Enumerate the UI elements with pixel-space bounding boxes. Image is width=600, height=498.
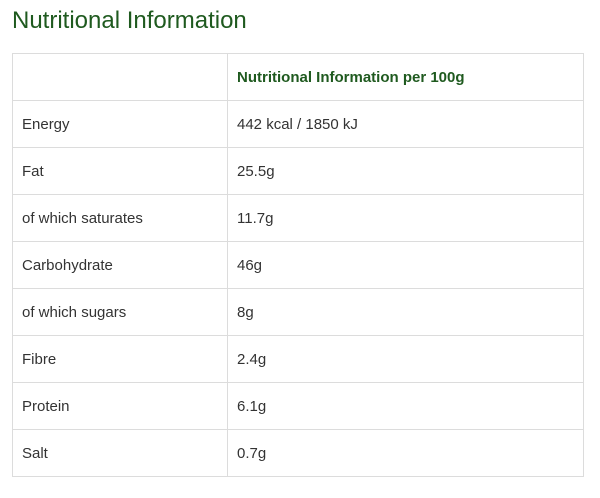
table-row: of which saturates 11.7g bbox=[12, 194, 584, 242]
page-title: Nutritional Information bbox=[12, 7, 247, 34]
nutrient-value: 6.1g bbox=[227, 382, 584, 430]
nutrient-value: 442 kcal / 1850 kJ bbox=[227, 100, 584, 148]
table-row: Energy 442 kcal / 1850 kJ bbox=[12, 100, 584, 148]
nutrition-table: Nutritional Information per 100g Energy … bbox=[12, 53, 584, 477]
nutrient-label: Protein bbox=[12, 382, 228, 430]
table-row: Protein 6.1g bbox=[12, 382, 584, 430]
table-row: Salt 0.7g bbox=[12, 429, 584, 477]
table-row: Fibre 2.4g bbox=[12, 335, 584, 383]
header-label-cell bbox=[12, 53, 228, 101]
nutrient-label: of which saturates bbox=[12, 194, 228, 242]
header-value-cell: Nutritional Information per 100g bbox=[227, 53, 584, 101]
nutrient-label: Carbohydrate bbox=[12, 241, 228, 289]
nutrient-label: of which sugars bbox=[12, 288, 228, 336]
nutrient-label: Salt bbox=[12, 429, 228, 477]
table-row: of which sugars 8g bbox=[12, 288, 584, 336]
nutrient-label: Fibre bbox=[12, 335, 228, 383]
table-row: Carbohydrate 46g bbox=[12, 241, 584, 289]
nutrient-label: Energy bbox=[12, 100, 228, 148]
nutrient-value: 25.5g bbox=[227, 147, 584, 195]
nutrient-value: 11.7g bbox=[227, 194, 584, 242]
table-header-row: Nutritional Information per 100g bbox=[12, 53, 584, 101]
nutrient-value: 0.7g bbox=[227, 429, 584, 477]
nutrient-value: 2.4g bbox=[227, 335, 584, 383]
table-row: Fat 25.5g bbox=[12, 147, 584, 195]
nutrient-value: 8g bbox=[227, 288, 584, 336]
nutrient-label: Fat bbox=[12, 147, 228, 195]
nutrient-value: 46g bbox=[227, 241, 584, 289]
